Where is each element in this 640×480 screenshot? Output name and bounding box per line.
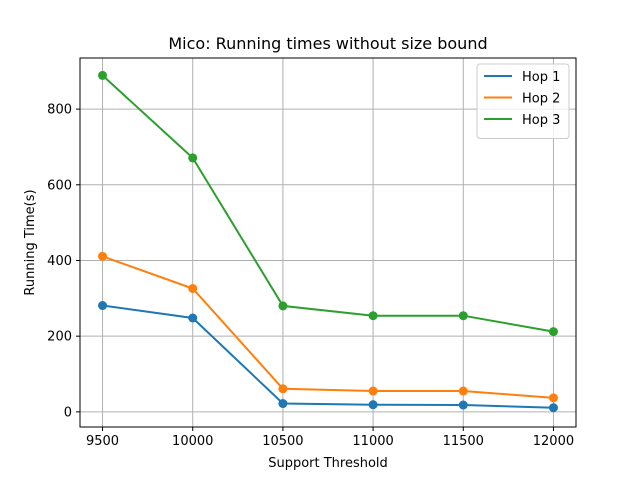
- data-point-hop-1: [548, 403, 558, 413]
- y-tick-label: 200: [47, 330, 72, 345]
- legend-label-hop-3: Hop 3: [522, 113, 560, 128]
- data-point-hop-2: [548, 393, 558, 403]
- x-tick-label: 11500: [443, 434, 484, 449]
- data-point-hop-2: [458, 386, 468, 396]
- ticks: 9500 10000 10500 11000 11500 12000 0 200 400 600 8…: [47, 103, 574, 449]
- data-point-hop-1: [278, 399, 288, 409]
- data-point-hop-3: [368, 311, 378, 321]
- data-point-hop-3: [458, 311, 468, 321]
- series-line-hop-3: [101, 74, 554, 333]
- legend-label-hop-1: Hop 1: [522, 70, 560, 85]
- data-point-hop-1: [98, 301, 108, 311]
- chart-title: Mico: Running times without size bound: [168, 34, 487, 53]
- data-point-hop-3: [548, 327, 558, 337]
- y-axis-label: Running Time(s): [23, 189, 38, 295]
- legend-label-hop-2: Hop 2: [522, 92, 560, 107]
- axes-frame: [79, 57, 577, 428]
- data-point-hop-1: [458, 400, 468, 410]
- data-point-hop-2: [188, 283, 198, 293]
- data-point-hop-2: [98, 251, 108, 261]
- legend: Hop 1 Hop 2 Hop 3: [476, 63, 570, 139]
- x-tick-label: 9500: [86, 434, 119, 449]
- series-line-hop-2: [102, 255, 554, 399]
- x-tick-label: 10000: [172, 434, 213, 449]
- y-tick-label: 400: [47, 254, 72, 269]
- series-group: [98, 70, 558, 413]
- y-tick-label: 800: [47, 103, 72, 118]
- data-point-hop-2: [368, 386, 378, 396]
- series-line-hop-1: [102, 304, 554, 409]
- data-point-hop-3: [98, 70, 108, 80]
- y-tick-label: 600: [47, 178, 72, 193]
- x-axis-label: Support Threshold: [268, 456, 388, 471]
- data-point-hop-2: [278, 384, 288, 394]
- data-point-hop-1: [368, 400, 378, 410]
- y-tick-label: 0: [64, 405, 72, 420]
- x-tick-label: 11000: [352, 434, 393, 449]
- data-point-hop-1: [188, 313, 198, 323]
- x-tick-label: 10500: [262, 434, 303, 449]
- data-point-hop-3: [188, 153, 198, 163]
- data-point-hop-3: [278, 301, 288, 311]
- x-tick-label: 12000: [533, 434, 574, 449]
